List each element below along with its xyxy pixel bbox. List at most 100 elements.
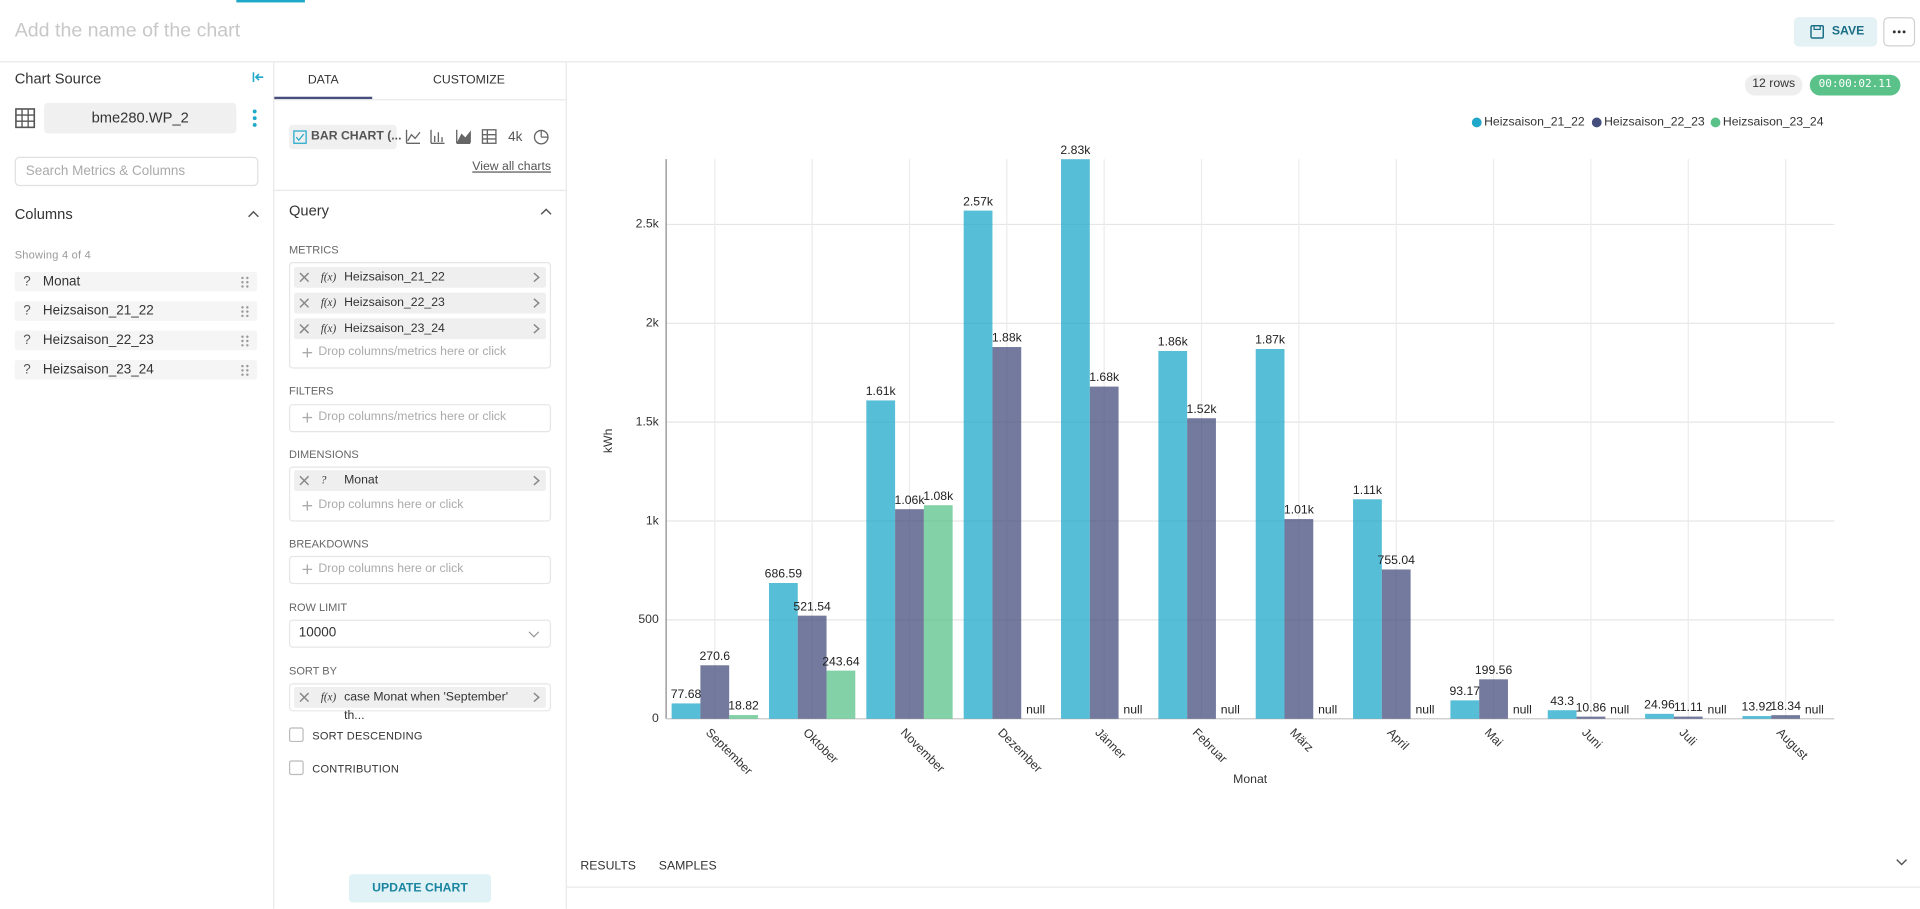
update-chart-button[interactable]: UPDATE CHART — [348, 874, 492, 903]
bar — [1547, 710, 1577, 719]
contribution-checkbox[interactable] — [288, 760, 304, 776]
control-item[interactable]: f(x) Heizsaison_22_23 — [293, 292, 547, 314]
data-panel-toggle[interactable] — [1894, 855, 1909, 870]
control-item[interactable]: ? Monat — [293, 470, 547, 492]
data-label: null — [1610, 702, 1629, 716]
chart-type: BAR CHART (... — [311, 129, 402, 144]
control-box[interactable] — [288, 683, 552, 712]
bar — [671, 703, 701, 719]
search-input[interactable]: Search Metrics & Columns — [14, 156, 259, 187]
divider — [274, 189, 566, 192]
bar — [866, 400, 896, 719]
dataset-label: bme280.WP_2 — [91, 108, 189, 127]
data-label: 10.86 — [1576, 700, 1607, 714]
bar — [963, 210, 993, 719]
bar — [923, 505, 953, 719]
remove-icon[interactable] — [299, 323, 310, 334]
edit-chevron[interactable] — [531, 272, 541, 283]
x-tick-label: Juni — [1579, 726, 1605, 752]
more-button[interactable] — [1883, 17, 1916, 47]
data-label: 2.57k — [963, 194, 994, 208]
save-button[interactable]: SAVE — [1793, 17, 1878, 47]
bar — [992, 347, 1022, 719]
edit-chevron[interactable] — [531, 475, 541, 486]
columns-collapse[interactable] — [246, 207, 261, 222]
bar — [700, 665, 730, 719]
x-axis-label: Monat — [1233, 772, 1268, 786]
data-label: 1.61k — [866, 384, 897, 398]
data-label: 686.59 — [765, 567, 803, 581]
bar — [826, 670, 856, 719]
row-limit-value: 10000 — [298, 625, 337, 641]
panel-title: Chart Source — [14, 69, 102, 87]
control-item[interactable]: f(x) case Monat when 'September' th... — [293, 686, 547, 722]
column-type-icon: ? — [23, 362, 31, 378]
control-box[interactable] — [288, 262, 552, 369]
data-label: 270.6 — [699, 649, 730, 663]
sort-desc-checkbox[interactable] — [288, 727, 304, 743]
tab[interactable]: DATA — [307, 73, 339, 87]
control-panel — [273, 62, 567, 909]
legend-marker — [1591, 117, 1602, 128]
column-item[interactable]: ? Heizsaison_22_23 — [14, 330, 258, 351]
samples-tab[interactable]: SAMPLES — [658, 859, 717, 874]
tab[interactable]: CUSTOMIZE — [433, 73, 505, 87]
column-name: Monat — [42, 274, 81, 289]
control-box[interactable] — [288, 466, 552, 522]
control-box[interactable] — [288, 555, 552, 585]
bar — [1255, 349, 1285, 719]
column-type-icon: ? — [23, 333, 31, 348]
y-tick-label: 0 — [652, 711, 659, 725]
chart-shortcut-bignumber[interactable]: 4k — [508, 129, 523, 145]
chart: 0 500 1k 1.5k 2k 2.5k September 77.68 270.6 18.82… — [601, 115, 1835, 786]
add-icon — [302, 412, 313, 423]
item-icon: f(x) — [320, 270, 337, 283]
tab-underline — [274, 96, 373, 100]
chart-name-input[interactable]: Add the name of the chart — [14, 20, 241, 42]
chart-type-shortcuts[interactable] — [405, 129, 540, 146]
data-label: null — [1123, 702, 1142, 716]
control-box[interactable] — [288, 404, 552, 433]
section-label: ROW LIMIT — [288, 601, 348, 614]
query-title: Query — [288, 202, 330, 220]
bar — [1645, 713, 1674, 719]
edit-chevron[interactable] — [531, 692, 541, 703]
remove-icon[interactable] — [299, 272, 310, 283]
bar — [1673, 716, 1703, 719]
control-box[interactable] — [288, 619, 552, 648]
tab-border — [274, 99, 566, 101]
x-tick-label: November — [898, 726, 948, 776]
timer-label: 00:00:02.11 — [1818, 78, 1892, 91]
data-label: 1.68k — [1089, 370, 1120, 384]
y-tick-label: 500 — [638, 612, 659, 626]
results-tab[interactable]: RESULTS — [580, 859, 636, 874]
query-collapse[interactable] — [539, 204, 554, 219]
collapse-icon[interactable] — [251, 70, 266, 85]
view-all-charts[interactable]: View all charts — [472, 160, 552, 174]
column-item[interactable]: ? Heizsaison_23_24 — [14, 360, 258, 380]
edit-chevron[interactable] — [531, 323, 541, 334]
control-item[interactable]: f(x) Heizsaison_21_22 — [293, 266, 547, 288]
dataset-menu[interactable] — [250, 108, 260, 129]
remove-icon[interactable] — [299, 475, 310, 486]
remove-icon[interactable] — [299, 692, 310, 703]
remove-icon[interactable] — [299, 298, 310, 309]
data-label: null — [1708, 702, 1727, 716]
dataset-name[interactable]: bme280.WP_2 — [44, 102, 237, 134]
data-label: null — [1318, 702, 1337, 716]
drag-handle — [241, 276, 249, 288]
x-tick-label: Februar — [1190, 726, 1230, 766]
chart-type-selector[interactable] — [288, 124, 397, 150]
pie-shortcut[interactable] — [533, 129, 550, 146]
column-item[interactable]: ? Monat — [14, 271, 258, 292]
columns-count: Showing 4 of 4 — [14, 248, 92, 261]
legend-marker — [1471, 117, 1482, 128]
data-label: 755.04 — [1378, 553, 1416, 567]
edit-chevron[interactable] — [531, 298, 541, 309]
control-item[interactable]: f(x) Heizsaison_23_24 — [293, 318, 547, 340]
legend-label: Heizsaison_23_24 — [1723, 115, 1824, 129]
save-label: SAVE — [1831, 24, 1865, 38]
item-label: Heizsaison_22_23 — [344, 296, 445, 310]
column-item[interactable]: ? Heizsaison_21_22 — [14, 301, 258, 321]
